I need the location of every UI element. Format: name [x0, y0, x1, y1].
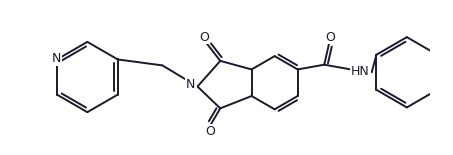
Text: N: N [51, 52, 61, 65]
Text: O: O [325, 31, 335, 44]
Text: HN: HN [351, 65, 370, 78]
Text: N: N [186, 78, 196, 91]
Text: O: O [205, 125, 215, 138]
Text: O: O [199, 31, 209, 44]
